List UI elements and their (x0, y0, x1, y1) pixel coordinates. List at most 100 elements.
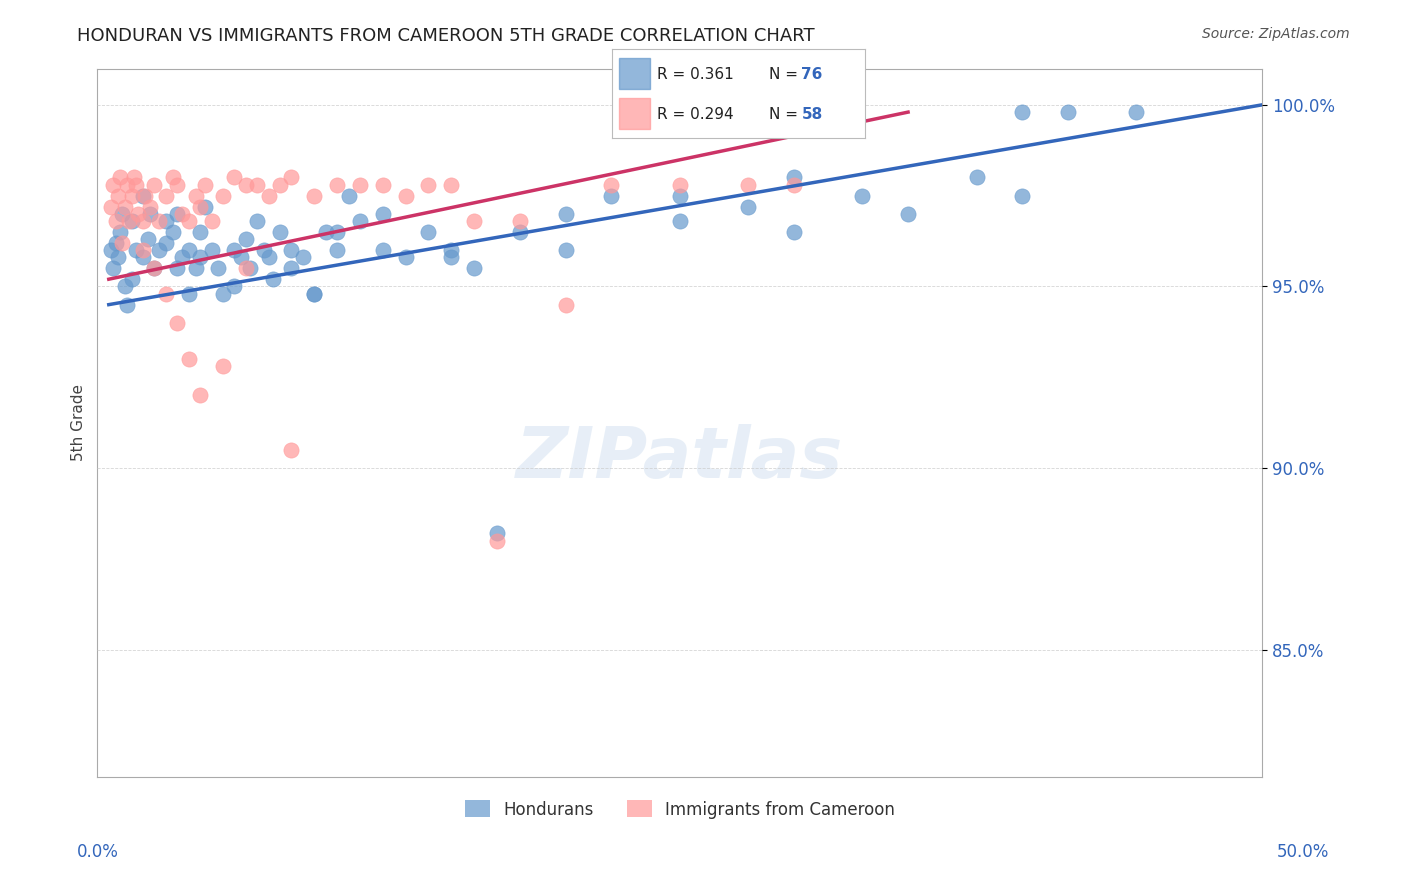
Point (304, 286, 326, 301)
Point (554, 207, 576, 221)
Point (108, 170, 131, 185)
Point (200, 214, 222, 228)
Point (188, 225, 211, 239)
Point (235, 261, 257, 276)
Point (269, 225, 291, 239)
Point (783, 178, 806, 192)
Point (600, 178, 623, 192)
Point (136, 232, 159, 246)
Bar (619, 58, 650, 89)
Point (737, 200, 759, 214)
Point (155, 214, 177, 228)
Point (188, 388, 211, 402)
Point (177, 286, 200, 301)
Point (148, 243, 170, 257)
Point (371, 243, 394, 257)
Point (349, 214, 371, 228)
Point (184, 261, 207, 276)
Point (184, 188, 207, 202)
Point (170, 207, 193, 221)
Point (188, 200, 211, 214)
Point (107, 188, 129, 202)
Point (224, 279, 246, 293)
Point (485, 533, 508, 548)
Point (291, 251, 314, 265)
Point (103, 261, 125, 276)
Point (246, 178, 269, 192)
Point (155, 235, 177, 250)
Point (111, 235, 134, 250)
Point (1057, 105, 1080, 120)
Point (668, 188, 690, 202)
Point (554, 298, 576, 312)
Point (166, 178, 188, 192)
Point (162, 170, 184, 185)
Point (194, 200, 217, 214)
Point (115, 298, 138, 312)
Point (897, 207, 920, 221)
Point (132, 188, 155, 202)
Point (155, 286, 177, 301)
Point (337, 188, 360, 202)
Point (235, 232, 257, 246)
Point (509, 214, 531, 228)
Point (371, 178, 394, 192)
Text: N =: N = (769, 107, 803, 121)
Point (143, 261, 166, 276)
Point (121, 214, 143, 228)
Point (269, 178, 291, 192)
Point (851, 188, 873, 202)
Point (200, 243, 222, 257)
Point (108, 225, 131, 239)
Point (166, 261, 188, 276)
Text: R = 0.294: R = 0.294 (657, 107, 734, 121)
Text: HONDURAN VS IMMIGRANTS FROM CAMEROON 5TH GRADE CORRELATION CHART: HONDURAN VS IMMIGRANTS FROM CAMEROON 5TH… (77, 27, 815, 45)
Point (257, 251, 280, 265)
Point (783, 225, 806, 239)
Point (280, 170, 302, 185)
Point (509, 225, 531, 239)
Point (122, 170, 145, 185)
Point (304, 286, 326, 301)
Point (188, 251, 211, 265)
Point (170, 251, 193, 265)
Point (114, 200, 136, 214)
Text: 76: 76 (801, 67, 823, 81)
Point (371, 207, 394, 221)
Point (554, 243, 576, 257)
Point (118, 214, 141, 228)
Point (418, 178, 440, 192)
Y-axis label: 5th Grade: 5th Grade (72, 384, 86, 461)
Point (485, 526, 508, 541)
Point (1125, 105, 1147, 120)
Text: 50.0%: 50.0% (1277, 843, 1329, 861)
Point (440, 251, 463, 265)
Point (121, 272, 143, 286)
Point (132, 251, 155, 265)
Point (280, 442, 302, 457)
Point (395, 188, 418, 202)
Point (235, 178, 257, 192)
Point (114, 279, 136, 293)
Point (132, 214, 155, 228)
Point (194, 178, 217, 192)
Point (224, 170, 246, 185)
Point (463, 214, 485, 228)
Point (600, 188, 623, 202)
Point (125, 243, 148, 257)
Point (177, 243, 200, 257)
Point (246, 214, 269, 228)
Point (177, 352, 200, 367)
Text: 0.0%: 0.0% (77, 843, 120, 861)
Point (100, 200, 122, 214)
Point (315, 225, 337, 239)
Point (463, 261, 485, 276)
Point (224, 243, 246, 257)
Point (207, 261, 229, 276)
Point (177, 214, 200, 228)
Point (162, 225, 184, 239)
Point (280, 261, 302, 276)
Point (143, 261, 166, 276)
Point (440, 178, 463, 192)
Legend: Hondurans, Immigrants from Cameroon: Hondurans, Immigrants from Cameroon (458, 794, 901, 825)
